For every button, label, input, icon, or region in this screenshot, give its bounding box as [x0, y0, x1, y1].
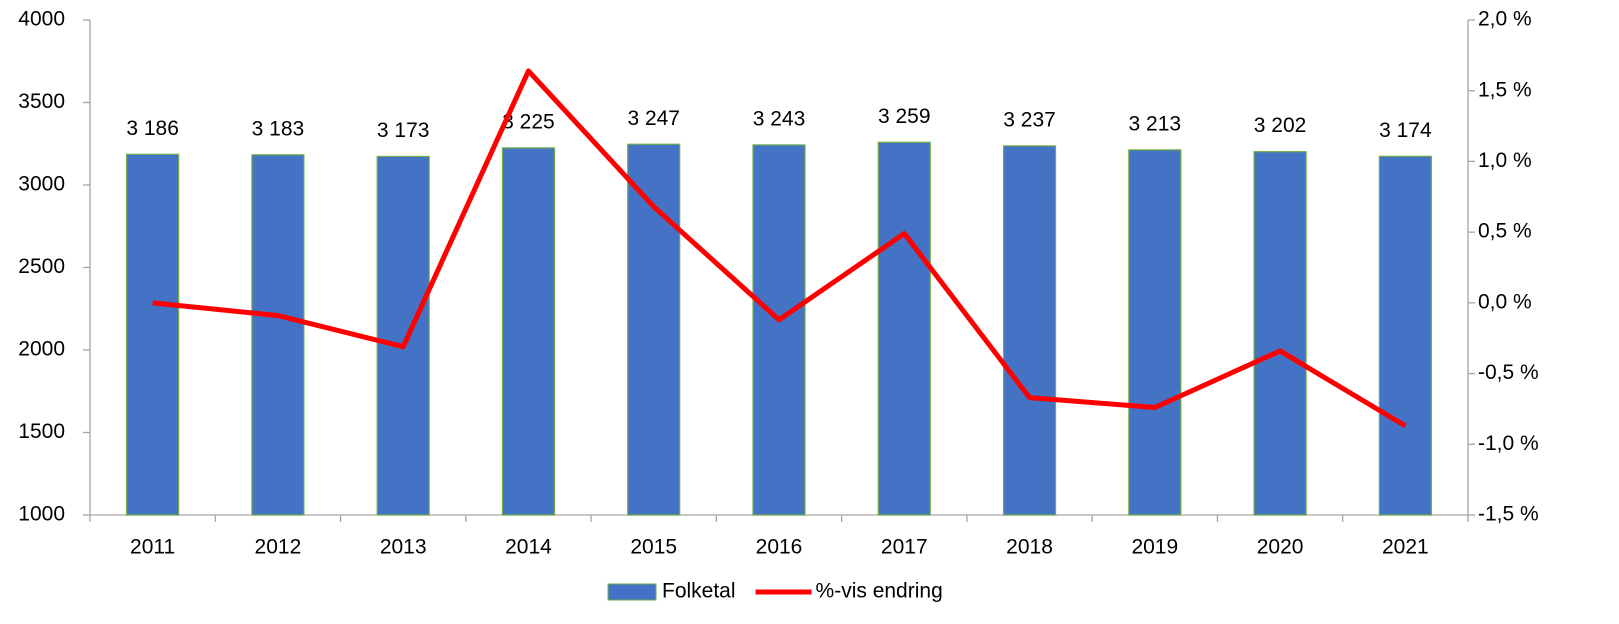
x-tick-label: 2016 — [756, 536, 803, 559]
bar — [1128, 149, 1182, 516]
x-tick-label: 2020 — [1257, 536, 1304, 559]
y2-tick-label: -1,5 % — [1478, 503, 1539, 526]
y-tick-label: 2000 — [18, 338, 65, 361]
y-tick-label: 1000 — [18, 503, 65, 526]
y-tick-label: 4000 — [18, 8, 65, 31]
data-label: 3 259 — [878, 105, 931, 128]
y2-tick-label: 0,0 % — [1478, 290, 1532, 313]
data-label: 3 174 — [1379, 119, 1432, 142]
data-label: 3 213 — [1129, 112, 1182, 135]
bar — [1253, 151, 1307, 516]
data-label: 3 202 — [1254, 114, 1307, 137]
data-label: 3 183 — [252, 117, 305, 140]
data-label: 3 243 — [753, 107, 806, 130]
y2-tick-label: 2,0 % — [1478, 8, 1532, 31]
data-label: 3 225 — [502, 110, 555, 133]
data-label: 3 173 — [377, 119, 430, 142]
x-tick-label: 2018 — [1006, 536, 1053, 559]
bar — [1002, 145, 1057, 516]
y2-tick-label: 1,0 % — [1478, 149, 1532, 172]
bar — [752, 144, 806, 516]
bar — [1378, 155, 1432, 516]
y2-tick-label: -0,5 % — [1478, 361, 1539, 384]
data-label: 3 247 — [627, 107, 680, 130]
x-tick-label: 2021 — [1382, 536, 1429, 559]
legend-label: Folketal — [662, 580, 736, 603]
x-tick-label: 2011 — [130, 536, 175, 559]
bar — [251, 154, 305, 516]
y-tick-label: 3500 — [18, 90, 65, 113]
data-label: 3 186 — [126, 117, 179, 140]
x-tick-label: 2013 — [380, 536, 427, 559]
bar — [376, 155, 430, 516]
data-label: 3 237 — [1003, 108, 1056, 131]
bar — [877, 141, 931, 516]
x-tick-label: 2014 — [505, 536, 552, 559]
y-tick-label: 2500 — [18, 255, 65, 278]
y2-tick-label: 1,5 % — [1478, 78, 1532, 101]
y-tick-label: 1500 — [18, 420, 65, 443]
bar — [501, 147, 556, 516]
line — [152, 68, 1407, 429]
legend-swatch — [607, 583, 657, 601]
bar — [126, 153, 180, 516]
x-tick-label: 2017 — [881, 536, 928, 559]
y-tick-label: 3000 — [18, 173, 65, 196]
x-tick-label: 2019 — [1131, 536, 1178, 559]
y2-tick-label: -1,0 % — [1478, 432, 1539, 455]
bar — [627, 143, 681, 516]
x-tick-label: 2012 — [255, 536, 302, 559]
y2-tick-label: 0,5 % — [1478, 220, 1532, 243]
x-tick-label: 2015 — [630, 536, 677, 559]
legend-label: %-vis endring — [816, 580, 943, 603]
